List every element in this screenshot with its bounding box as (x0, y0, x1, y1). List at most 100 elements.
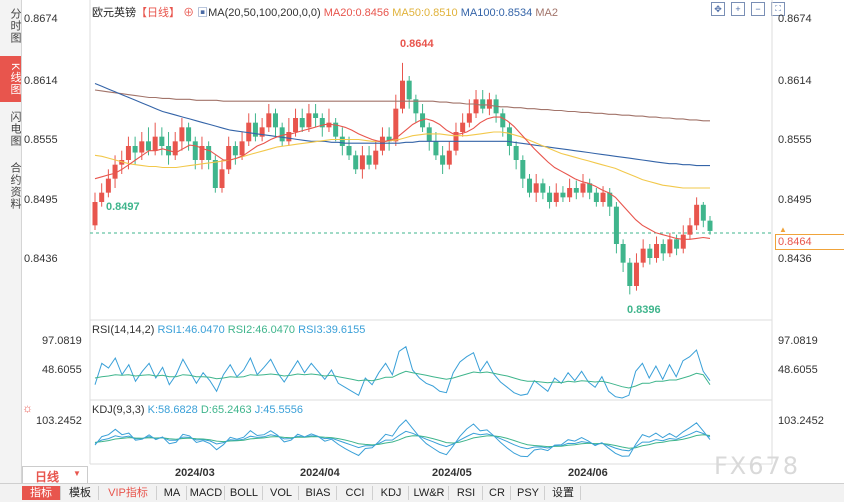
candle-body (620, 244, 626, 263)
chart-legend: 欧元英镑【日线】 ⊕ ▣MA(20,50,100,200,0,0) MA20:0… (92, 4, 558, 20)
candle-body (259, 127, 265, 137)
tab-kdj[interactable]: KDJ (374, 486, 409, 500)
x-axis-label: 2024/04 (300, 467, 340, 479)
candle-body (293, 118, 299, 132)
start-low-annotation: 0.8497 (106, 201, 140, 213)
candle-body (339, 136, 345, 146)
tab-lwr[interactable]: LW&R (410, 486, 449, 500)
tab-template[interactable]: 模板 (62, 486, 99, 500)
kdj-axis-label: 103.2452 (36, 415, 82, 427)
tab-psy[interactable]: PSY (512, 486, 545, 500)
candle-body (687, 225, 693, 235)
chart-settings-icon[interactable]: ▣ (197, 7, 209, 19)
kdj-d-line (94, 434, 711, 449)
period-selector[interactable]: 日线 ▼ (22, 466, 88, 484)
candle-body (366, 155, 372, 165)
candle-body (112, 164, 118, 179)
chevron-down-icon: ▼ (73, 469, 81, 478)
candle-body (252, 122, 258, 137)
candle-body (540, 183, 546, 193)
candle-body (500, 113, 506, 128)
tab-contract-info[interactable]: 合约资料 (9, 162, 21, 210)
kdj-k-value: K:58.6828 (147, 404, 198, 416)
candle-body (226, 146, 232, 170)
rsi3-value: RSI3:39.6155 (298, 324, 366, 336)
candle-body (353, 155, 359, 170)
ma50-line (94, 131, 710, 189)
right-axis-label: 0.8614 (778, 75, 812, 87)
tab-vol[interactable]: VOL (264, 486, 299, 500)
candle-body (313, 113, 319, 118)
candle-body (433, 141, 439, 156)
tab-kline[interactable]: K线图 (0, 56, 21, 102)
tab-settings[interactable]: 设置 (546, 486, 581, 500)
watermark: FX678 (714, 452, 801, 480)
rsi-title: RSI(14,14,2) (92, 324, 155, 336)
candle-body (506, 127, 512, 146)
tab-timeshare[interactable]: 分时图 (9, 8, 21, 44)
candle-body (440, 155, 446, 165)
candle-body (567, 188, 573, 198)
tab-cr[interactable]: CR (484, 486, 511, 500)
rsi-axis-label-right: 97.0819 (778, 335, 818, 347)
tab-macd[interactable]: MACD (188, 486, 225, 500)
candle-body (179, 127, 185, 142)
x-axis-label: 2024/05 (432, 467, 472, 479)
zoom-out-icon[interactable]: − (751, 2, 765, 16)
candle-body (486, 99, 492, 109)
zoom-in-icon[interactable]: + (731, 2, 745, 16)
kdj-axis-label-right: 103.2452 (778, 415, 824, 427)
low-annotation: 0.8396 (627, 304, 661, 316)
chart-area[interactable] (0, 0, 844, 483)
candle-body (587, 183, 593, 193)
candle-body (700, 204, 706, 221)
candle-body (707, 220, 713, 231)
right-axis-label: 0.8495 (778, 194, 812, 206)
tab-flash[interactable]: 闪电图 (9, 111, 21, 147)
candle-body (152, 136, 158, 151)
rsi-axis-label: 97.0819 (42, 335, 82, 347)
rsi1-line (94, 345, 711, 399)
candle-body (286, 132, 292, 142)
candle-body (667, 239, 673, 254)
tab-bias[interactable]: BIAS (300, 486, 337, 500)
left-axis-label: 0.8495 (24, 194, 58, 206)
candle-body (627, 262, 633, 286)
tab-vip-indicator[interactable]: VIP指标 (100, 486, 157, 500)
period-label[interactable]: 【日线】 (136, 7, 180, 19)
tab-ma[interactable]: MA (158, 486, 187, 500)
indicator-settings-icon[interactable]: ☼ (22, 401, 33, 415)
tab-indicator[interactable]: 指标 (22, 486, 61, 500)
price-chart[interactable] (0, 0, 844, 483)
right-axis-label: 0.8436 (778, 253, 812, 265)
candle-body (607, 192, 613, 207)
candle-body (192, 141, 198, 160)
symbol-name: 欧元英镑 (92, 7, 136, 19)
candle-body (159, 136, 165, 146)
left-axis-label: 0.8614 (24, 75, 58, 87)
tab-boll[interactable]: BOLL (226, 486, 263, 500)
ma100-value: MA100:0.8534 (460, 7, 533, 19)
candle-body (400, 80, 405, 109)
crosshair-icon[interactable]: ✥ (711, 2, 725, 16)
candle-body (359, 155, 365, 170)
x-axis-label: 2024/03 (175, 467, 215, 479)
x-axis-label: 2024/06 (568, 467, 608, 479)
kdj-k-line (94, 430, 711, 452)
candle-body (460, 122, 466, 132)
candle-body (199, 146, 205, 160)
rsi-axis-label: 48.6055 (42, 364, 82, 376)
tab-rsi[interactable]: RSI (450, 486, 483, 500)
candle-body (527, 178, 533, 193)
rsi1-value: RSI1:46.0470 (157, 324, 225, 336)
candle-body (580, 183, 586, 193)
candle-body (172, 141, 178, 156)
candle-body (553, 192, 559, 202)
candle-body (145, 141, 151, 151)
candle-body (279, 127, 285, 142)
plus-icon[interactable]: ⊕ (183, 7, 195, 19)
candle-body (92, 202, 98, 226)
tab-cci[interactable]: CCI (338, 486, 373, 500)
candle-body (547, 192, 553, 202)
indicator-tab-bar: 指标 模板 VIP指标 MA MACD BOLL VOL BIAS CCI KD… (0, 483, 844, 502)
